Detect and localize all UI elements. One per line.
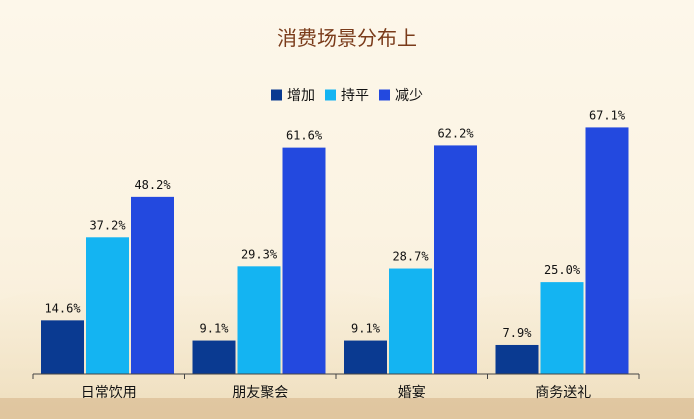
- chart-title: 消费场景分布上: [277, 26, 417, 50]
- value-label-2-3: 61.6%: [286, 129, 323, 143]
- bar-4-3: [585, 127, 629, 374]
- bar-3-1: [344, 340, 387, 374]
- bar-3-2: [389, 268, 432, 374]
- bar-2-3: [282, 147, 326, 374]
- bars-group: [41, 127, 629, 374]
- value-label-1-1: 14.6%: [44, 301, 81, 315]
- legend-label-1: 增加: [287, 88, 315, 104]
- category-label-1: 日常饮用: [81, 385, 137, 401]
- value-label-2-2: 29.3%: [241, 247, 278, 261]
- legend-swatch-2: [325, 89, 336, 101]
- bar-3-3: [434, 145, 477, 374]
- bar-4-2: [540, 282, 584, 374]
- bar-4-1: [495, 344, 539, 374]
- value-label-4-3: 67.1%: [589, 108, 626, 122]
- x-axis-category-labels: 日常饮用 朋友聚会 婚宴 商务送礼: [81, 384, 592, 401]
- bar-1-1: [41, 320, 84, 374]
- legend-swatch-1: [271, 89, 282, 101]
- bar-1-3: [131, 196, 174, 374]
- bottom-band: [0, 398, 694, 419]
- legend-swatch-3: [379, 89, 390, 101]
- legend-label-2: 持平: [341, 88, 369, 104]
- category-label-2: 朋友聚会: [232, 385, 288, 401]
- x-axis-ticks: [32, 374, 640, 379]
- legend: 增加 持平 减少: [271, 88, 423, 104]
- category-label-3: 婚宴: [398, 384, 426, 401]
- value-label-3-2: 28.7%: [392, 250, 429, 264]
- bar-2-2: [237, 266, 281, 374]
- value-label-1-3: 48.2%: [134, 178, 171, 192]
- value-label-3-3: 62.2%: [437, 126, 474, 140]
- bar-2-1: [192, 340, 236, 374]
- bar-1-2: [86, 237, 129, 374]
- value-labels-group: 14.6% 37.2% 48.2% 9.1% 29.3% 61.6% 9.1% 28.7% 62…: [44, 108, 625, 340]
- value-label-4-1: 7.9%: [503, 326, 533, 340]
- value-label-4-2: 25.0%: [544, 263, 581, 277]
- value-label-2-1: 9.1%: [200, 322, 230, 336]
- legend-label-3: 减少: [395, 88, 423, 104]
- value-label-1-2: 37.2%: [89, 218, 126, 232]
- category-label-4: 商务送礼: [535, 385, 591, 401]
- value-label-3-1: 9.1%: [351, 322, 381, 336]
